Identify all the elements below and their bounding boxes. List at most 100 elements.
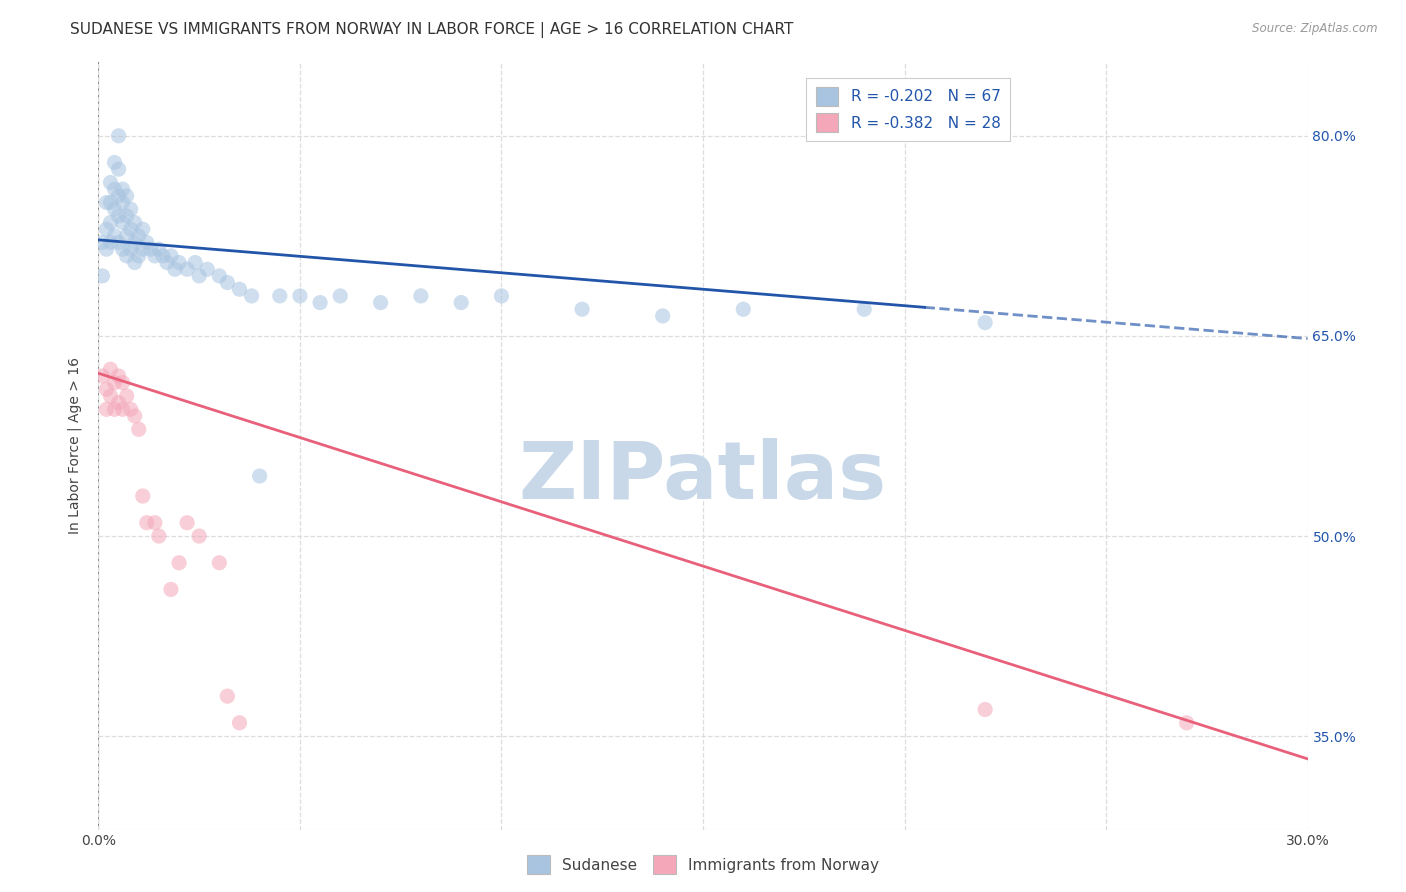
Point: [184, 255, 207, 269]
Point: [139, 242, 162, 256]
Point: [152, 249, 174, 263]
Point: [120, 222, 142, 236]
Point: [107, 162, 129, 177]
Legend: Sudanese, Immigrants from Norway: Sudanese, Immigrants from Norway: [522, 849, 884, 880]
Point: [103, 182, 125, 196]
Point: [107, 189, 129, 203]
Text: Source: ZipAtlas.com: Source: ZipAtlas.com: [1253, 22, 1378, 36]
Point: [1175, 715, 1198, 730]
Point: [100, 389, 122, 403]
Point: [120, 202, 142, 217]
Point: [111, 376, 134, 390]
Point: [103, 155, 125, 169]
Point: [96, 222, 118, 236]
Text: ZIPatlas: ZIPatlas: [519, 438, 887, 516]
Point: [217, 276, 239, 290]
Point: [160, 249, 183, 263]
Point: [249, 469, 271, 483]
Point: [91, 235, 114, 250]
Point: [100, 195, 122, 210]
Point: [571, 302, 593, 317]
Point: [107, 395, 129, 409]
Point: [111, 195, 134, 210]
Point: [128, 249, 150, 263]
Point: [103, 402, 125, 417]
Point: [111, 215, 134, 229]
Point: [120, 402, 142, 417]
Point: [91, 268, 114, 283]
Point: [188, 268, 211, 283]
Point: [96, 242, 118, 256]
Point: [135, 235, 157, 250]
Point: [309, 295, 332, 310]
Point: [163, 262, 186, 277]
Point: [111, 242, 134, 256]
Point: [128, 228, 150, 243]
Point: [120, 242, 142, 256]
Point: [974, 702, 997, 716]
Point: [143, 249, 166, 263]
Point: [370, 295, 392, 310]
Point: [132, 489, 155, 503]
Point: [228, 715, 250, 730]
Point: [115, 228, 138, 243]
Point: [107, 235, 129, 250]
Point: [176, 516, 198, 530]
Point: [124, 215, 146, 229]
Point: [107, 368, 129, 383]
Point: [853, 302, 876, 317]
Point: [107, 209, 129, 223]
Point: [96, 195, 118, 210]
Point: [240, 289, 263, 303]
Point: [217, 689, 239, 703]
Point: [167, 255, 190, 269]
Point: [135, 516, 157, 530]
Point: [176, 262, 198, 277]
Point: [128, 422, 150, 436]
Point: [103, 376, 125, 390]
Point: [124, 255, 146, 269]
Point: [974, 316, 997, 330]
Point: [228, 282, 250, 296]
Point: [288, 289, 311, 303]
Point: [491, 289, 513, 303]
Point: [195, 262, 218, 277]
Point: [103, 228, 125, 243]
Point: [111, 402, 134, 417]
Legend: R = -0.202   N = 67, R = -0.382   N = 28: R = -0.202 N = 67, R = -0.382 N = 28: [807, 78, 1010, 141]
Point: [103, 202, 125, 217]
Point: [124, 409, 146, 423]
Point: [111, 182, 134, 196]
Point: [143, 516, 166, 530]
Point: [115, 249, 138, 263]
Point: [96, 382, 118, 396]
Point: [167, 556, 190, 570]
Point: [450, 295, 472, 310]
Point: [107, 128, 129, 143]
Y-axis label: In Labor Force | Age > 16: In Labor Force | Age > 16: [67, 358, 83, 534]
Point: [148, 242, 170, 256]
Point: [733, 302, 755, 317]
Text: SUDANESE VS IMMIGRANTS FROM NORWAY IN LABOR FORCE | AGE > 16 CORRELATION CHART: SUDANESE VS IMMIGRANTS FROM NORWAY IN LA…: [70, 22, 793, 38]
Point: [100, 235, 122, 250]
Point: [115, 209, 138, 223]
Point: [651, 309, 673, 323]
Point: [100, 362, 122, 376]
Point: [329, 289, 352, 303]
Point: [208, 556, 231, 570]
Point: [156, 255, 179, 269]
Point: [115, 189, 138, 203]
Point: [188, 529, 211, 543]
Point: [115, 389, 138, 403]
Point: [91, 368, 114, 383]
Point: [100, 215, 122, 229]
Point: [160, 582, 183, 597]
Point: [132, 222, 155, 236]
Point: [100, 176, 122, 190]
Point: [132, 242, 155, 256]
Point: [148, 529, 170, 543]
Point: [409, 289, 432, 303]
Point: [96, 402, 118, 417]
Point: [124, 235, 146, 250]
Point: [269, 289, 291, 303]
